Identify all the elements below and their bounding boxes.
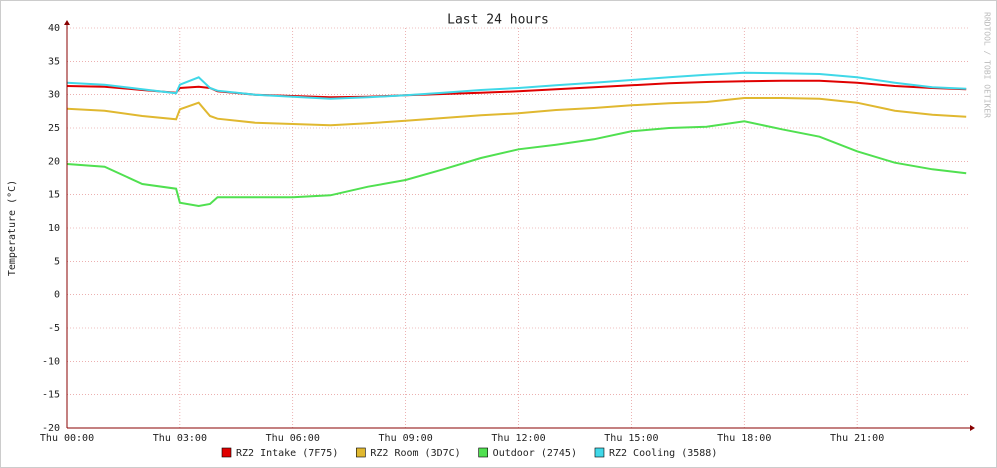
y-tick-label: 30 bbox=[48, 90, 60, 101]
series-line bbox=[66, 79, 967, 99]
legend-label: RZ2 Room (3D7C) bbox=[370, 448, 460, 459]
legend-swatch bbox=[478, 447, 488, 458]
y-tick-label: 20 bbox=[48, 156, 60, 167]
y-tick-label: 0 bbox=[54, 290, 60, 301]
chart-title: Last 24 hours bbox=[447, 13, 549, 28]
y-tick-label: -15 bbox=[42, 390, 60, 401]
series-line bbox=[66, 97, 967, 127]
x-tick-label: Thu 12:00 bbox=[491, 433, 545, 444]
x-tick-label: Thu 21:00 bbox=[830, 433, 884, 444]
x-tick-label: Thu 09:00 bbox=[379, 433, 433, 444]
y-tick-label: 35 bbox=[48, 56, 60, 67]
legend-label: RZ2 Intake (7F75) bbox=[236, 448, 338, 459]
y-tick-label: 15 bbox=[48, 190, 60, 201]
x-tick-label: Thu 03:00 bbox=[153, 433, 207, 444]
x-tick-label: Thu 18:00 bbox=[717, 433, 771, 444]
x-tick-label: Thu 15:00 bbox=[604, 433, 658, 444]
y-tick-label: 25 bbox=[48, 123, 60, 134]
series-line bbox=[66, 71, 967, 100]
y-tick-label: -5 bbox=[48, 323, 60, 334]
legend-swatch bbox=[594, 447, 605, 458]
y-tick-label: 5 bbox=[54, 256, 60, 267]
legend-swatch bbox=[221, 447, 232, 458]
legend-label: RZ2 Cooling (3588) bbox=[609, 448, 717, 459]
watermark: RRDTOOL / TOBI OETIKER bbox=[983, 12, 992, 118]
x-tick-label: Thu 00:00 bbox=[40, 433, 94, 444]
lines bbox=[66, 71, 967, 208]
y-axis-label: Temperature (°C) bbox=[7, 180, 18, 276]
y-tick-label: 10 bbox=[48, 223, 60, 234]
y-arrow bbox=[64, 20, 70, 25]
x-arrow bbox=[970, 425, 975, 431]
series-line bbox=[66, 120, 967, 208]
axes bbox=[64, 20, 975, 431]
y-tick-label: 40 bbox=[48, 23, 60, 34]
legend: RZ2 Intake (7F75) RZ2 Room (3D7C) Outdoor … bbox=[221, 447, 717, 459]
y-tick-label: -20 bbox=[42, 423, 60, 434]
y-tick-label: -10 bbox=[42, 356, 60, 367]
legend-label: Outdoor (2745) bbox=[493, 448, 577, 459]
legend-swatch bbox=[356, 447, 366, 458]
x-tick-label: Thu 06:00 bbox=[266, 433, 320, 444]
